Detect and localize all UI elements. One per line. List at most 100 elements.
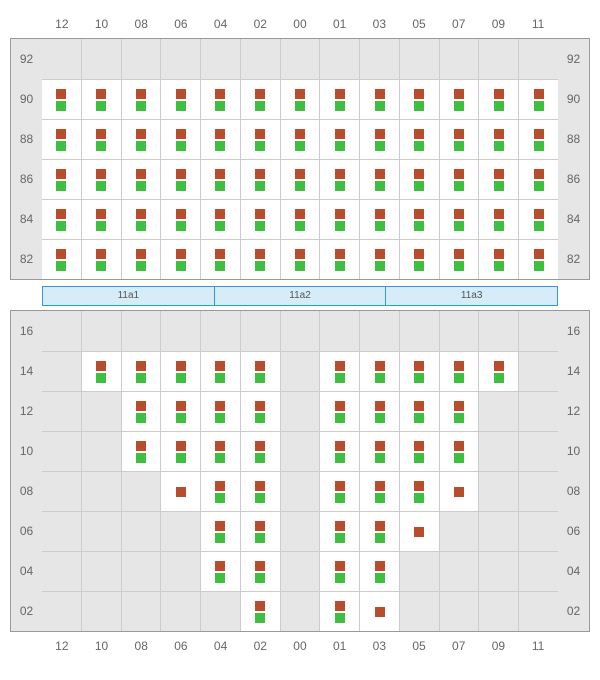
grid-cell	[161, 79, 201, 119]
marker-top	[454, 169, 464, 179]
marker-bottom	[494, 221, 504, 231]
marker-top	[176, 89, 186, 99]
marker-top	[335, 481, 345, 491]
bottom-grid: 16161414121210100808060604040202	[10, 310, 590, 632]
grid-cell	[479, 351, 519, 391]
grid-cell	[360, 159, 400, 199]
grid-row: 0202	[11, 591, 589, 631]
marker-bottom	[414, 221, 424, 231]
marker-bottom	[454, 141, 464, 151]
marker-top	[136, 169, 146, 179]
marker-top	[494, 209, 504, 219]
marker-bottom	[176, 373, 186, 383]
marker-top	[414, 169, 424, 179]
grid-cell	[519, 551, 558, 591]
grid-cell	[320, 159, 360, 199]
marker-top	[96, 169, 106, 179]
grid-cell	[360, 431, 400, 471]
marker-top	[375, 441, 385, 451]
grid-row: 0606	[11, 511, 589, 551]
marker-bottom	[176, 101, 186, 111]
grid-row: 9292	[11, 39, 589, 79]
grid-cell	[161, 351, 201, 391]
grid-cell	[42, 199, 82, 239]
marker-bottom	[454, 373, 464, 383]
marker-top	[56, 89, 66, 99]
grid-cell	[241, 311, 281, 351]
grid-cell	[281, 39, 321, 79]
marker-top	[375, 561, 385, 571]
grid-cell	[400, 311, 440, 351]
marker-top	[56, 129, 66, 139]
grid-cell	[122, 239, 162, 279]
marker-bottom	[176, 181, 186, 191]
grid-cell	[360, 511, 400, 551]
marker-bottom	[255, 613, 265, 623]
marker-bottom	[375, 181, 385, 191]
grid-cell	[201, 511, 241, 551]
marker-bottom	[56, 261, 66, 271]
grid-cell	[400, 199, 440, 239]
grid-cell	[281, 551, 321, 591]
marker-top	[215, 481, 225, 491]
marker-bottom	[56, 181, 66, 191]
marker-bottom	[215, 453, 225, 463]
marker-top	[136, 361, 146, 371]
marker-bottom	[255, 261, 265, 271]
col-label: 06	[161, 639, 201, 653]
grid-cell	[479, 591, 519, 631]
grid-cell	[440, 159, 480, 199]
marker-bottom	[176, 413, 186, 423]
section-segment: 11a3	[386, 287, 557, 305]
row-label-left: 14	[11, 364, 42, 378]
marker-top	[454, 249, 464, 259]
grid-cell	[201, 39, 241, 79]
grid-cell	[241, 431, 281, 471]
marker-bottom	[454, 261, 464, 271]
marker-bottom	[255, 453, 265, 463]
grid-cell	[281, 511, 321, 551]
marker-top	[176, 441, 186, 451]
col-label: 05	[399, 17, 439, 31]
marker-top	[255, 481, 265, 491]
col-label: 05	[399, 639, 439, 653]
marker-top	[335, 521, 345, 531]
grid-cell	[281, 159, 321, 199]
marker-bottom	[494, 261, 504, 271]
col-label: 11	[518, 17, 558, 31]
grid-cell	[241, 239, 281, 279]
col-label: 02	[240, 17, 280, 31]
row-label-right: 12	[558, 404, 589, 418]
grid-cell	[122, 391, 162, 431]
grid-cell	[241, 471, 281, 511]
grid-cell	[479, 159, 519, 199]
grid-cell	[122, 431, 162, 471]
marker-bottom	[375, 101, 385, 111]
grid-cell	[440, 199, 480, 239]
marker-top	[414, 89, 424, 99]
grid-cell	[400, 431, 440, 471]
grid-cell	[122, 351, 162, 391]
grid-cell	[440, 511, 480, 551]
marker-bottom	[215, 221, 225, 231]
row-label-right: 14	[558, 364, 589, 378]
grid-cell	[122, 159, 162, 199]
grid-cell	[400, 551, 440, 591]
grid-cell	[360, 239, 400, 279]
marker-top	[96, 89, 106, 99]
row-label-left: 06	[11, 524, 42, 538]
grid-cell	[161, 391, 201, 431]
marker-bottom	[414, 261, 424, 271]
grid-cell	[241, 159, 281, 199]
grid-cell	[122, 551, 162, 591]
grid-cell	[201, 591, 241, 631]
marker-bottom	[96, 181, 106, 191]
row-label-left: 90	[11, 92, 42, 106]
marker-top	[215, 249, 225, 259]
top-grid: 929290908888868684848282	[10, 38, 590, 280]
marker-bottom	[534, 261, 544, 271]
marker-bottom	[375, 373, 385, 383]
grid-cell	[320, 551, 360, 591]
marker-top	[534, 129, 544, 139]
grid-cell	[400, 119, 440, 159]
